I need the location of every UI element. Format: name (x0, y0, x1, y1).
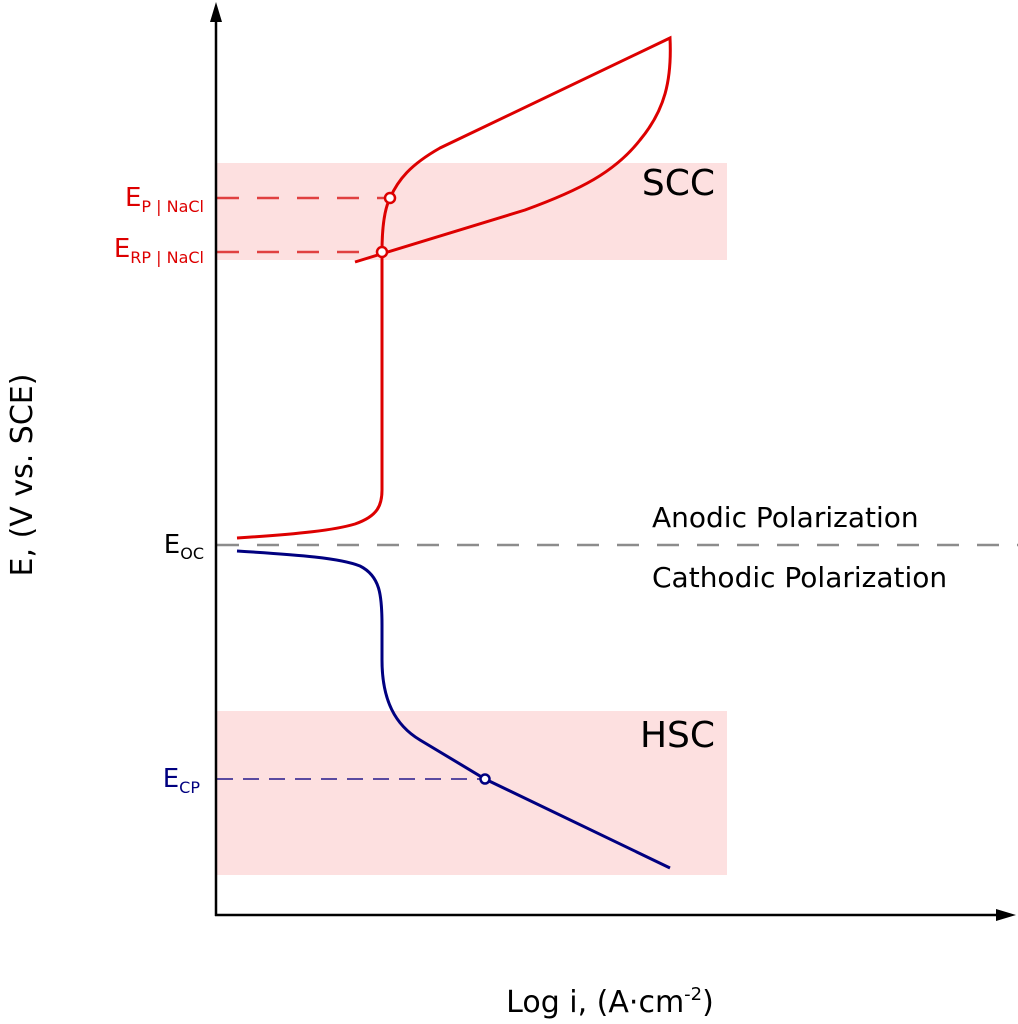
y-axis-label: E, (V vs. SCE) (5, 374, 40, 577)
x-axis-arrow (996, 909, 1016, 921)
cathodic-curve (236, 549, 671, 870)
ep-label: EP | NaCl (125, 183, 204, 216)
ep-marker (383, 191, 397, 205)
scc-label: SCC (642, 163, 715, 204)
x-axis-label: Log i, (A·cm-2) (506, 984, 714, 1020)
ecp-marker (479, 773, 491, 785)
hsc-region (217, 711, 727, 875)
eoc-label: EOC (164, 530, 204, 563)
scc-region (217, 163, 727, 260)
hsc-label: HSC (640, 715, 715, 756)
anodic-label: Anodic Polarization (652, 501, 919, 534)
erp-label: ERP | NaCl (114, 234, 204, 267)
anodic-curve (236, 35, 672, 540)
cathodic-label: Cathodic Polarization (652, 561, 947, 594)
ecp-label: ECP (163, 764, 201, 797)
y-axis-arrow (210, 2, 222, 22)
erp-marker (375, 245, 389, 259)
